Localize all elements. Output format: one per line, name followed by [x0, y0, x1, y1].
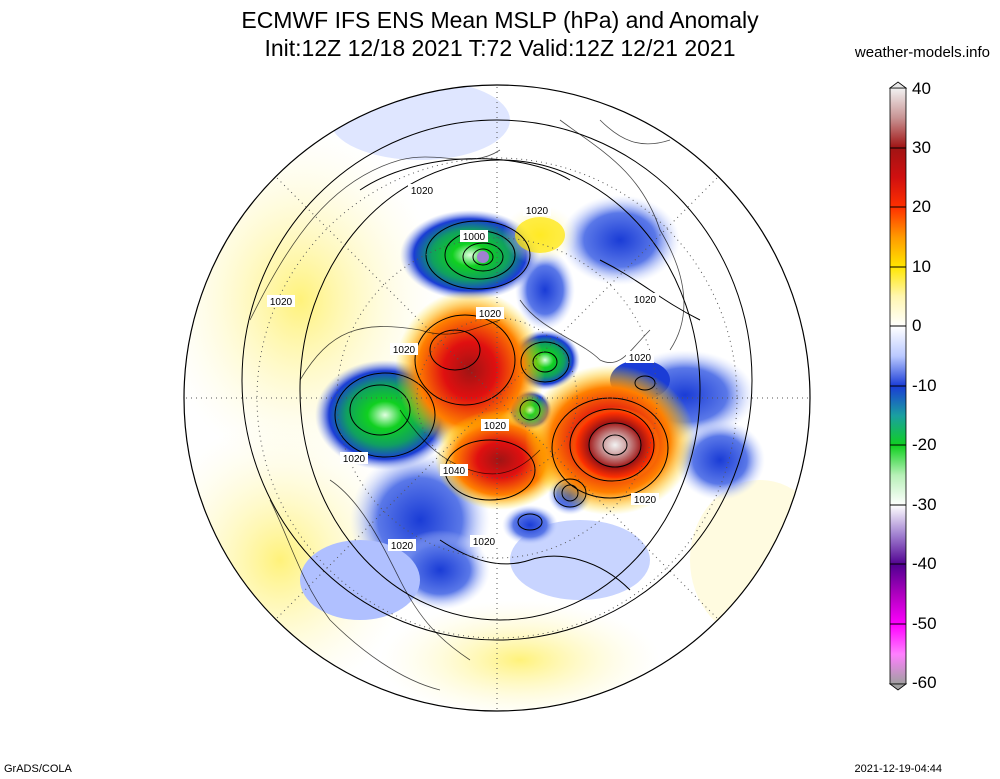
contour-label: 1020 — [267, 295, 295, 308]
footer-timestamp: 2021-12-19-04:44 — [854, 763, 942, 775]
svg-text:1020: 1020 — [634, 495, 657, 506]
svg-text:1020: 1020 — [473, 537, 496, 548]
colorbar-label: 30 — [912, 138, 931, 157]
footer-software: GrADS/COLA — [4, 763, 72, 775]
svg-text:1020: 1020 — [393, 345, 416, 356]
contour-label: 1000 — [460, 230, 488, 243]
colorbar-label: 10 — [912, 257, 931, 276]
anomaly-field — [184, 85, 810, 711]
contour-label: 1020 — [408, 184, 436, 197]
svg-text:1020: 1020 — [484, 421, 507, 432]
contour-label: 1020 — [476, 307, 504, 320]
source-label: weather-models.info — [854, 44, 990, 61]
colorbar-label: -30 — [912, 495, 937, 514]
colorbar — [888, 81, 908, 691]
svg-text:1020: 1020 — [270, 297, 293, 308]
colorbar-label: -20 — [912, 435, 937, 454]
colorbar-label: -40 — [912, 554, 937, 573]
colorbar-label: -10 — [912, 376, 937, 395]
contour-label: 1020 — [631, 293, 659, 306]
contour-label: 1020 — [626, 351, 654, 364]
colorbar-label: -50 — [912, 614, 937, 633]
svg-text:1020: 1020 — [629, 353, 652, 364]
globe-outline — [183, 84, 811, 712]
graticule — [184, 85, 810, 711]
svg-text:1000: 1000 — [463, 232, 486, 243]
chart-title: ECMWF IFS ENS Mean MSLP (hPa) and Anomal… — [241, 7, 759, 33]
contour-label: 1020 — [388, 539, 416, 552]
contour-label: 1020 — [340, 452, 368, 465]
svg-text:1020: 1020 — [391, 541, 414, 552]
svg-text:1020: 1020 — [634, 295, 657, 306]
colorbar-label: -60 — [912, 673, 937, 692]
contour-label: 1020 — [481, 419, 509, 432]
contour-label: 1020 — [470, 535, 498, 548]
colorbar-label: 0 — [912, 316, 922, 335]
contour-labels: 1000 1020 1020 1020 1020 1020 1020 1020 … — [267, 184, 659, 552]
svg-text:1020: 1020 — [479, 309, 502, 320]
colorbar-label: 40 — [912, 79, 931, 98]
chart-subtitle: Init:12Z 12/18 2021 T:72 Valid:12Z 12/21… — [264, 35, 736, 61]
svg-text:1040: 1040 — [443, 466, 466, 477]
colorbar-label: 20 — [912, 197, 931, 216]
contour-label: 1020 — [390, 343, 418, 356]
contour-label: 1040 — [440, 464, 468, 477]
contour-label: 1020 — [631, 493, 659, 506]
svg-text:1020: 1020 — [411, 186, 434, 197]
isobars — [241, 119, 753, 641]
svg-text:1020: 1020 — [343, 454, 366, 465]
contour-label: 1020 — [523, 204, 551, 217]
svg-text:1020: 1020 — [526, 206, 549, 217]
